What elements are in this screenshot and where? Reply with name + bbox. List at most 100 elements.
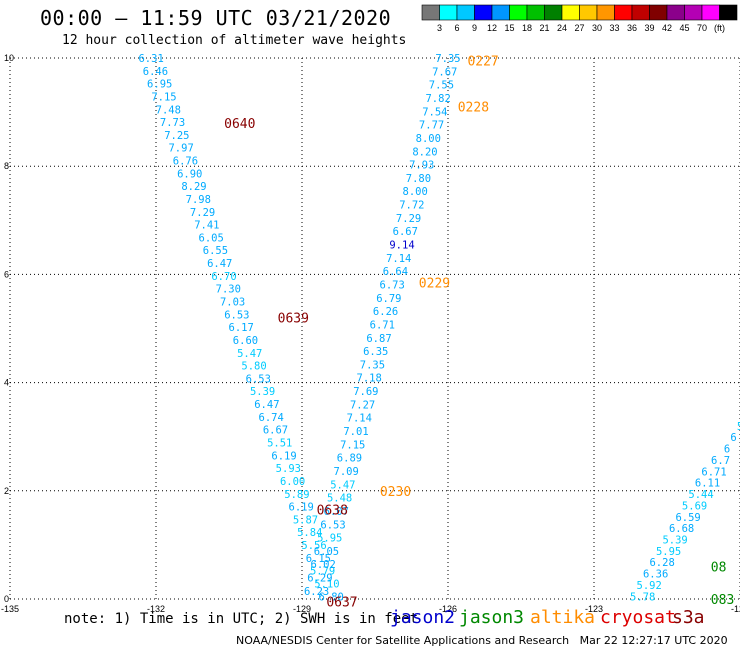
wave-height-label: 6.90 [177, 168, 202, 180]
wave-height-label: 8.00 [403, 186, 428, 198]
wave-height-label: 6.15 [306, 553, 331, 565]
wave-height-label: 6.47 [207, 258, 232, 270]
wave-height-label: 5.69 [682, 500, 707, 512]
wave-height-label: 7.15 [151, 91, 176, 103]
wave-height-label: 6.59 [675, 512, 700, 524]
legend-jason3: jason3 [459, 607, 525, 628]
wave-height-label: 5.92 [637, 580, 662, 592]
wave-height-label: 7.72 [399, 200, 424, 212]
colorbar-label: 3 [437, 23, 442, 33]
time-label: 0638 [317, 504, 348, 519]
wave-height-label: 6.67 [393, 226, 418, 238]
wave-height-label: 5.95 [317, 533, 342, 545]
wave-height-label: 6.71 [370, 319, 395, 331]
colorbar-label: 21 [539, 23, 549, 33]
wave-height-label: 6.17 [229, 322, 254, 334]
wave-height-label: 7.18 [357, 373, 382, 385]
wave-height-label: 6.53 [246, 373, 271, 385]
wave-height-label: 5.10 [314, 578, 339, 590]
colorbar-label: (ft) [714, 23, 725, 33]
wave-height-label: 5.89 [284, 489, 309, 501]
wave-height-label: 6.53 [224, 309, 249, 321]
wave-height-label: 6.11 [695, 478, 720, 490]
track-right: 5666.76.716.115.445.696.596.685.395.956.… [630, 421, 740, 603]
colorbar-label: 24 [557, 23, 567, 33]
x-tick-label: -120 [731, 604, 740, 614]
wave-height-label: 5.39 [662, 534, 687, 546]
wave-height-label: 7.03 [220, 297, 245, 309]
credit-line: NOAA/NESDIS Center for Satellite Applica… [236, 634, 728, 647]
wave-height-label: 6.35 [363, 346, 388, 358]
wave-height-label: 6.36 [643, 569, 668, 581]
wave-height-label: 7.15 [340, 439, 365, 451]
colorbar-label: 15 [504, 23, 514, 33]
track-left: 6.316.466.957.157.487.737.257.976.766.90… [138, 53, 343, 603]
wave-height-label: 6.55 [203, 245, 228, 257]
y-tick-label: 6 [4, 269, 9, 279]
wave-height-label: 6.00 [280, 476, 305, 488]
colorbar-label: 9 [472, 23, 477, 33]
colorbar-label: 27 [574, 23, 584, 33]
wave-height-label: 6.89 [337, 453, 362, 465]
wave-height-label: 7.09 [334, 466, 359, 478]
wave-height-label: 7.48 [156, 104, 181, 116]
x-tick-label: -123 [585, 604, 603, 614]
page-subtitle: 12 hour collection of altimeter wave hei… [62, 33, 407, 48]
colorbar-label: 39 [644, 23, 654, 33]
wave-height-label: 6.28 [649, 557, 674, 569]
track-middle: 7.357.677.557.827.547.778.008.207.937.80… [304, 53, 461, 598]
wave-height-label: 6.47 [254, 399, 279, 411]
wave-height-label: 6.70 [211, 271, 236, 283]
wave-height-label: 6.95 [147, 79, 172, 91]
wave-height-label: 7.30 [216, 284, 241, 296]
wave-height-label: 5.44 [688, 489, 713, 501]
wave-height-label: 6.23 [304, 586, 329, 598]
wave-height-label: 7.29 [190, 207, 215, 219]
wave-height-label: 7.73 [160, 117, 185, 129]
colorbar-label: 18 [522, 23, 532, 33]
wave-height-label: 6.31 [138, 53, 163, 65]
x-tick-label: -135 [1, 604, 19, 614]
colorbar-label: 33 [609, 23, 619, 33]
time-label: 0228 [458, 101, 489, 116]
colorbar-label: 42 [662, 23, 672, 33]
legend-cryosat: cryosat [600, 607, 676, 628]
wave-height-label: 5.48 [327, 493, 352, 505]
wave-height-label: 6.07 [324, 506, 349, 518]
colorbar-label: 6 [454, 23, 459, 33]
wave-height-label: 7.69 [353, 386, 378, 398]
wave-height-label: 6 [730, 432, 736, 444]
wave-height-label: 6.02 [311, 559, 336, 571]
wave-height-label: 5.78 [630, 591, 655, 603]
colorbar-label: 30 [592, 23, 602, 33]
wave-height-label: 7.77 [419, 120, 444, 132]
wave-height-label: 6.71 [701, 466, 726, 478]
wave-height-label: 5.47 [237, 348, 262, 360]
y-tick-label: 4 [4, 378, 9, 388]
time-label: 0229 [419, 277, 450, 292]
wave-height-label: 6.87 [366, 333, 391, 345]
color-legend: 3 6 9 12 15 18 21 24 27 30 33 36 39 42 45 70 (ft) [421, 4, 738, 33]
y-tick-label: 2 [4, 486, 9, 496]
x-tick-label: -129 [293, 604, 311, 614]
footnote: note: 1) Time is in UTC; 2) SWH is in fe… [64, 611, 419, 627]
wave-height-label: 6 [724, 444, 730, 456]
wave-height-label: 7.14 [347, 413, 372, 425]
colorbar-label: 12 [487, 23, 497, 33]
wave-height-label: 7.14 [386, 253, 411, 265]
wave-height-label: 6.76 [173, 156, 198, 168]
wave-height-label: 6.67 [263, 425, 288, 437]
colorbar-swatch [719, 4, 738, 21]
wave-height-label: 5.47 [330, 479, 355, 491]
wave-height-label: 8.20 [412, 146, 437, 158]
colorbar-label: 70 [697, 23, 707, 33]
wave-height-label: 7.97 [168, 143, 193, 155]
wave-height-label: 5.51 [267, 437, 292, 449]
x-tick-label: -126 [439, 604, 457, 614]
wave-height-label: 7.35 [435, 53, 460, 65]
wave-height-label: 5.80 [241, 361, 266, 373]
wave-height-label: 7.25 [164, 130, 189, 142]
time-label: 0230 [380, 485, 411, 500]
wave-height-label: 6.7 [711, 455, 730, 467]
wave-height-label: 7.98 [186, 194, 211, 206]
